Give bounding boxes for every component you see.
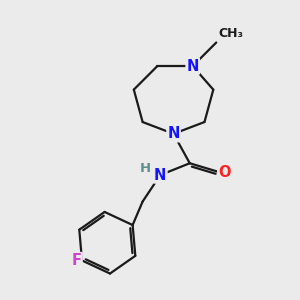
Text: CH₃: CH₃	[219, 27, 244, 40]
Text: H: H	[140, 162, 151, 175]
Text: N: N	[154, 167, 167, 182]
Text: O: O	[218, 165, 231, 180]
Text: N: N	[167, 126, 180, 141]
Text: F: F	[72, 253, 82, 268]
Text: N: N	[187, 58, 199, 74]
